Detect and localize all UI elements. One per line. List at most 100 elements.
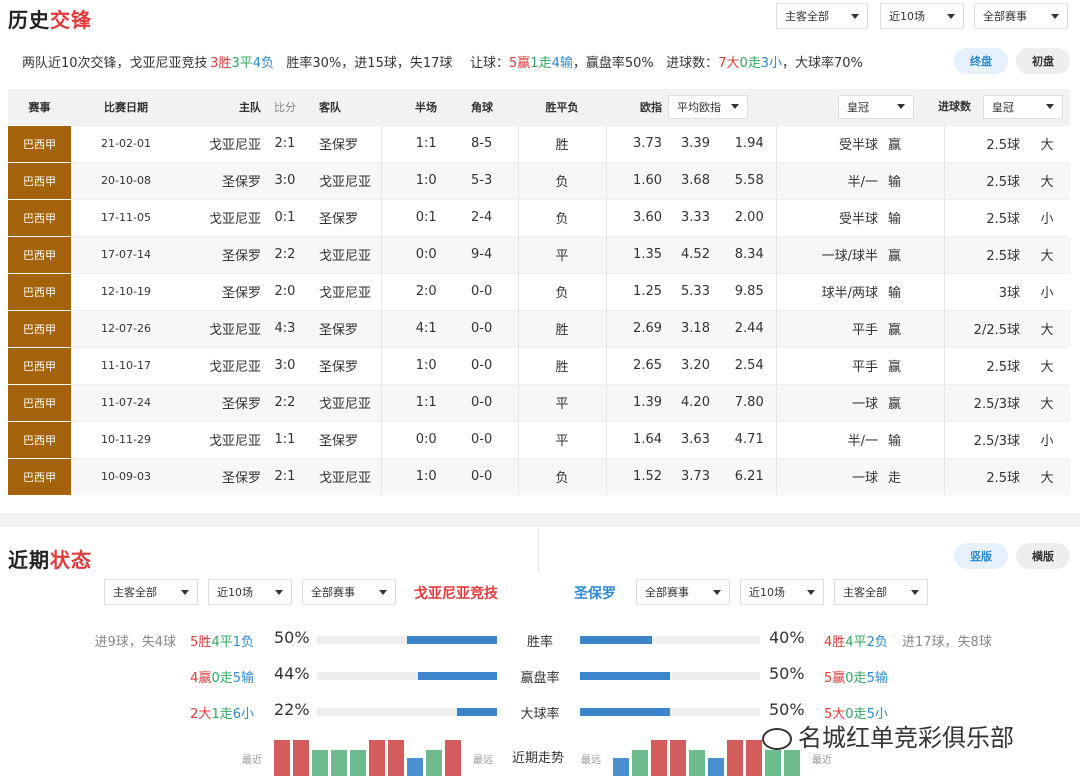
cell-home[interactable]: 圣保罗 — [181, 383, 265, 421]
initial-odds-button[interactable]: 初盘 — [1016, 48, 1070, 74]
cell-score: 2:0 — [265, 272, 305, 310]
cell-result: 负 — [517, 457, 606, 495]
cell-odds-home: 1.64 — [605, 420, 668, 458]
trend-bar — [784, 750, 800, 776]
left-percent: 22% — [274, 700, 310, 719]
dropdown-value: 全部赛事 — [645, 586, 689, 599]
right-venue-dropdown[interactable]: 主客全部 — [834, 579, 928, 605]
odds-company-dropdown[interactable]: 平均欧指 — [668, 94, 748, 119]
right-record-draw: 0走 — [845, 707, 867, 722]
trend-bar — [708, 758, 724, 776]
cell-away[interactable]: 圣保罗 — [305, 198, 381, 236]
cell-away[interactable]: 戈亚尼亚 — [305, 235, 381, 273]
col-score: 比分 — [265, 89, 305, 125]
summary-ou-under: 3小 — [760, 56, 783, 71]
odds-select-cell: 平均欧指 — [668, 89, 776, 125]
right-progress-fill — [580, 708, 670, 716]
stat-row: 2大1走6小 22% 大球率 50% 5大0走5小 — [0, 700, 1080, 724]
col-odds: 欧指 — [606, 89, 668, 125]
right-goals-summary: 进17球，失8球 — [902, 635, 992, 650]
cell-over-under: 小 — [1024, 420, 1070, 458]
cell-league: 巴西甲 — [8, 383, 71, 421]
table-row: 巴西甲 11-07-24 圣保罗 2:2 戈亚尼亚 1:1 0-0 平 1.39 4.20 7.80… — [8, 383, 1070, 421]
right-count-dropdown[interactable]: 近10场 — [740, 579, 824, 605]
left-record: 2大1走6小 — [190, 703, 254, 722]
table-row: 巴西甲 10-11-29 戈亚尼亚 1:1 圣保罗 0:0 0-0 平 1.64 3.63 4.71… — [8, 420, 1070, 458]
cell-home[interactable]: 戈亚尼亚 — [181, 198, 265, 236]
cell-over-under: 小 — [1024, 272, 1070, 310]
odds-header-label: 欧指 — [640, 100, 662, 114]
cell-away[interactable]: 戈亚尼亚 — [305, 383, 381, 421]
right-competition-dropdown[interactable]: 全部赛事 — [636, 579, 730, 605]
cell-away[interactable]: 圣保罗 — [305, 124, 381, 162]
cell-away[interactable]: 圣保罗 — [305, 346, 381, 384]
cell-over-under: 大 — [1024, 309, 1070, 347]
cell-away[interactable]: 戈亚尼亚 — [305, 161, 381, 199]
cell-home[interactable]: 圣保罗 — [181, 457, 265, 495]
cell-away[interactable]: 戈亚尼亚 — [305, 272, 381, 310]
left-record-draw: 0走 — [211, 671, 233, 686]
dropdown-value: 平均欧指 — [677, 100, 721, 114]
cell-handicap: 一球 — [775, 457, 884, 495]
cell-home[interactable]: 圣保罗 — [181, 161, 265, 199]
cell-home[interactable]: 戈亚尼亚 — [181, 346, 265, 384]
trend-bar — [651, 740, 667, 776]
cell-score: 4:3 — [265, 309, 305, 347]
handicap-company-dropdown[interactable]: 皇冠 — [838, 94, 914, 119]
summary-hc-label: 让球： — [470, 56, 510, 71]
dropdown-value: 皇冠 — [847, 100, 869, 114]
cell-home[interactable]: 圣保罗 — [181, 235, 265, 273]
final-odds-button[interactable]: 终盘 — [954, 48, 1008, 74]
cell-goals: 2.5球 — [943, 346, 1024, 384]
cell-handicap: 球半/两球 — [775, 272, 884, 310]
horizontal-layout-button[interactable]: 横版 — [1016, 543, 1070, 569]
cell-result: 负 — [517, 272, 606, 310]
vertical-layout-button[interactable]: 竖版 — [954, 543, 1008, 569]
h2h-competition-dropdown[interactable]: 全部赛事 — [974, 3, 1068, 29]
cell-odds-away: 6.21 — [723, 457, 776, 495]
cell-home[interactable]: 戈亚尼亚 — [181, 420, 265, 458]
trend-bar — [727, 740, 743, 776]
trend-bar — [689, 750, 705, 776]
h2h-venue-dropdown[interactable]: 主客全部 — [776, 3, 868, 29]
right-record-draw: 0走 — [845, 671, 867, 686]
h2h-table: 赛事 比赛日期 主队 比分 客队 半场 角球 胜平负 欧指 平均欧指 让球 皇冠… — [8, 89, 1070, 495]
stat-label: 赢盘率 — [520, 671, 560, 686]
cell-odds-draw: 3.33 — [668, 198, 723, 236]
left-venue-dropdown[interactable]: 主客全部 — [104, 579, 198, 605]
cell-home[interactable]: 戈亚尼亚 — [181, 309, 265, 347]
cell-away[interactable]: 圣保罗 — [305, 420, 381, 458]
table-row: 巴西甲 10-09-03 圣保罗 2:1 戈亚尼亚 1:0 0-0 负 1.52 3.73 6.21… — [8, 457, 1070, 495]
cell-home[interactable]: 戈亚尼亚 — [181, 124, 265, 162]
stat-label: 大球率 — [520, 707, 560, 722]
table-row: 巴西甲 12-10-19 圣保罗 2:0 戈亚尼亚 2:0 0-0 负 1.25 5.33 9.85… — [8, 272, 1070, 310]
cell-handicap: 一球/球半 — [775, 235, 884, 273]
summary-hc-lose: 4输 — [551, 56, 573, 71]
cell-home[interactable]: 圣保罗 — [181, 272, 265, 310]
goals-company-dropdown[interactable]: 皇冠 — [982, 94, 1063, 119]
wechat-icon — [762, 728, 792, 750]
cell-league: 巴西甲 — [8, 198, 71, 236]
left-count-dropdown[interactable]: 近10场 — [208, 579, 292, 605]
table-row: 巴西甲 17-11-05 戈亚尼亚 0:1 圣保罗 0:1 2-4 负 3.60 3.33 2.00… — [8, 198, 1070, 236]
chevron-down-icon — [731, 104, 739, 110]
h2h-header-row: 赛事 比赛日期 主队 比分 客队 半场 角球 胜平负 欧指 平均欧指 让球 皇冠… — [8, 89, 1070, 125]
cell-odds-home: 3.73 — [605, 124, 668, 162]
cell-away[interactable]: 圣保罗 — [305, 309, 381, 347]
cell-league: 巴西甲 — [8, 235, 71, 273]
trend-bar — [274, 740, 290, 776]
summary-prefix: 两队近10次交锋，戈亚尼亚竞技 — [22, 56, 208, 71]
chevron-down-icon — [851, 13, 859, 19]
cell-date: 21-02-01 — [71, 124, 181, 162]
summary-ou-push: 0走 — [739, 56, 761, 71]
h2h-count-dropdown[interactable]: 近10场 — [880, 3, 964, 29]
section-divider — [0, 513, 1080, 527]
cell-away[interactable]: 戈亚尼亚 — [305, 457, 381, 495]
left-record: 5胜4平1负 — [190, 631, 254, 650]
left-competition-dropdown[interactable]: 全部赛事 — [302, 579, 396, 605]
cell-handicap: 一球 — [775, 383, 884, 421]
cell-over-under: 大 — [1024, 346, 1070, 384]
cell-half: 1:0 — [380, 161, 471, 199]
chevron-down-icon — [947, 13, 955, 19]
trend-bar — [426, 750, 442, 776]
